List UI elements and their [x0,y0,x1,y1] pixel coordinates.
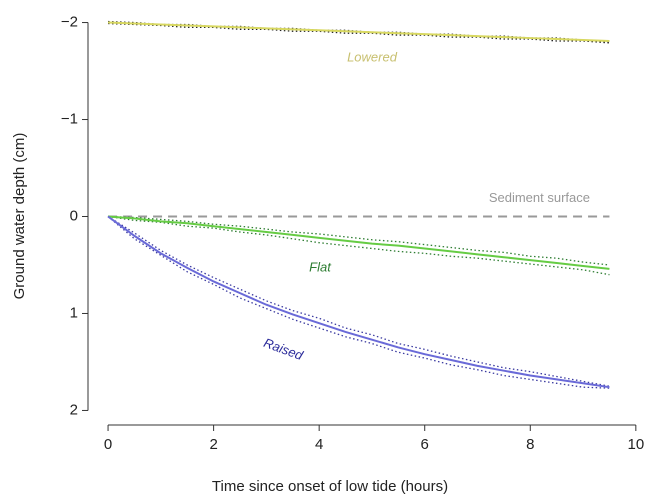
series-label: Flat [309,259,332,274]
replicate-line [107,215,610,276]
y-tick-label: −2 [61,14,78,31]
replicate-line [107,215,610,387]
x-tick-label: 6 [421,436,429,453]
x-tick-label: 10 [627,436,644,453]
x-axis-label: Time since onset of low tide (hours) [212,478,448,495]
series-label: Lowered [347,49,398,64]
x-tick-label: 4 [315,436,323,453]
y-tick-label: 2 [70,401,78,418]
fit-line [107,215,610,270]
x-tick-label: 8 [526,436,534,453]
replicate-line [108,22,610,44]
y-tick-label: −1 [61,110,78,127]
y-tick-label: 0 [70,207,78,224]
x-tick-label: 2 [209,436,217,453]
fit-line [107,215,610,389]
fit-line [108,21,610,42]
x-tick-label: 0 [104,436,112,453]
y-tick-label: 1 [70,304,78,321]
reference-label: Sediment surface [489,190,590,205]
y-axis-label: Ground water depth (cm) [11,133,28,300]
series-label: Raised [262,335,306,363]
